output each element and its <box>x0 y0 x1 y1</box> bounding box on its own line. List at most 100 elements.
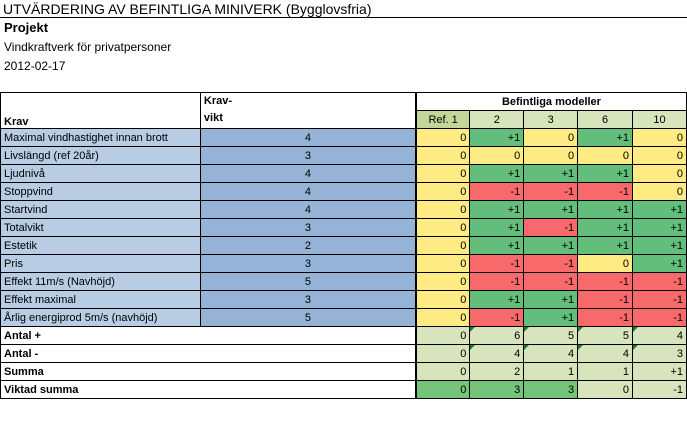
sheet-title: UTVÄRDERING AV BEFINTLIGA MINIVERK (Bygg… <box>0 0 687 18</box>
summary-cell: 2 <box>469 362 525 381</box>
score-cell: 0 <box>632 164 687 183</box>
score-cell: 0 <box>414 254 471 273</box>
score-cell: -1 <box>632 308 687 327</box>
score-cell: +1 <box>577 164 634 183</box>
requirement-weight: 3 <box>199 254 417 273</box>
model-header-0: Ref. 1 <box>414 110 471 129</box>
score-cell: -1 <box>523 254 579 273</box>
summary-label: Antal - <box>0 344 417 363</box>
score-cell: +1 <box>632 236 687 255</box>
score-cell: +1 <box>632 218 687 237</box>
project-name: Vindkraftverk för privatpersoner <box>4 40 172 54</box>
summary-cell: 0 <box>414 326 471 345</box>
model-header-2: 3 <box>523 110 579 129</box>
score-cell: 0 <box>414 272 471 291</box>
requirement-label: Pris <box>0 254 201 273</box>
score-cell: 0 <box>414 128 471 147</box>
score-cell: +1 <box>523 308 579 327</box>
summary-cell: 3 <box>469 380 525 399</box>
summary-cell: 3 <box>523 380 579 399</box>
score-cell: 0 <box>523 128 579 147</box>
table-row: Livslängd (ref 20år) 3 0 0 0 0 0 <box>0 146 687 165</box>
summary-cell: 5 <box>523 326 579 345</box>
score-cell: +1 <box>632 200 687 219</box>
table-row: Estetik 2 0 +1 +1 +1 +1 <box>0 236 687 255</box>
score-cell: -1 <box>469 308 525 327</box>
score-cell: -1 <box>523 272 579 291</box>
model-header-3: 6 <box>577 110 634 129</box>
score-cell: +1 <box>577 200 634 219</box>
table-row: Årlig energiprod 5m/s (navhöjd) 5 0 -1 +1 -1-… <box>0 308 687 327</box>
requirement-label: Effekt 11m/s (Navhöjd) <box>0 272 201 291</box>
summary-label: Viktad summa <box>0 380 417 399</box>
score-cell: -1 <box>523 182 579 201</box>
score-cell: 0 <box>577 146 634 165</box>
table-row: Maximal vindhastighet innan brott 4 0 +1 0 +1… <box>0 128 687 147</box>
project-date: 2012-02-17 <box>4 59 66 73</box>
score-cell: 0 <box>414 290 471 309</box>
score-cell: 0 <box>577 254 634 273</box>
score-cell: -1 <box>632 290 687 309</box>
requirement-weight: 3 <box>199 146 417 165</box>
requirement-weight: 3 <box>199 218 417 237</box>
score-cell: +1 <box>523 200 579 219</box>
score-cell: +1 <box>469 128 525 147</box>
score-cell: -1 <box>469 272 525 291</box>
summary-cell: -1 <box>632 380 687 399</box>
score-cell: 0 <box>414 236 471 255</box>
summary-cell: 5 <box>577 326 634 345</box>
summary-cell: 0 <box>414 344 471 363</box>
requirement-weight: 2 <box>199 236 417 255</box>
kravvikt-header: Krav- vikt <box>199 92 417 129</box>
summary-cell: 4 <box>469 344 525 363</box>
requirement-label: Estetik <box>0 236 201 255</box>
requirement-label: Livslängd (ref 20år) <box>0 146 201 165</box>
summary-cell: 3 <box>632 344 687 363</box>
score-cell: -1 <box>577 308 634 327</box>
requirement-weight: 5 <box>199 308 417 327</box>
project-label: Projekt <box>4 20 49 35</box>
score-cell: 0 <box>414 164 471 183</box>
score-cell: 0 <box>414 308 471 327</box>
summary-cell: 4 <box>523 344 579 363</box>
score-cell: +1 <box>523 236 579 255</box>
summary-cell: 1 <box>523 362 579 381</box>
score-cell: +1 <box>469 218 525 237</box>
summary-row: Antal +0 6 5 5 4 <box>0 326 687 345</box>
summary-cell: 0 <box>414 362 471 381</box>
kravvikt-header-line1: Krav- <box>203 95 233 107</box>
score-cell: 0 <box>414 146 471 165</box>
score-cell: +1 <box>469 236 525 255</box>
summary-cell: 1 <box>577 362 634 381</box>
score-cell: -1 <box>469 254 525 273</box>
score-cell: -1 <box>577 290 634 309</box>
score-cell: 0 <box>523 146 579 165</box>
score-cell: 0 <box>632 182 687 201</box>
kravvikt-header-line2: vikt <box>203 112 223 124</box>
score-cell: -1 <box>523 218 579 237</box>
requirement-weight: 4 <box>199 182 417 201</box>
requirement-label: Årlig energiprod 5m/s (navhöjd) <box>0 308 201 327</box>
score-cell: 0 <box>469 146 525 165</box>
summary-label: Antal + <box>0 326 417 345</box>
requirement-label: Startvind <box>0 200 201 219</box>
summary-cell: 4 <box>577 344 634 363</box>
requirement-label: Maximal vindhastighet innan brott <box>0 128 201 147</box>
krav-header: Krav <box>0 92 201 129</box>
score-cell: 0 <box>632 146 687 165</box>
score-cell: +1 <box>469 164 525 183</box>
model-header-4: 10 <box>632 110 687 129</box>
summary-cell: +1 <box>632 362 687 381</box>
requirement-weight: 4 <box>199 128 417 147</box>
requirement-label: Ljudnivå <box>0 164 201 183</box>
score-cell: +1 <box>523 290 579 309</box>
requirement-weight: 4 <box>199 200 417 219</box>
summary-label: Summa <box>0 362 417 381</box>
summary-cell: 4 <box>632 326 687 345</box>
requirement-label: Stoppvind <box>0 182 201 201</box>
score-cell: +1 <box>577 128 634 147</box>
requirement-weight: 3 <box>199 290 417 309</box>
score-cell: +1 <box>632 254 687 273</box>
score-cell: -1 <box>469 182 525 201</box>
evaluation-table: Krav Krav- vikt Befintliga modeller Ref.… <box>0 92 687 399</box>
